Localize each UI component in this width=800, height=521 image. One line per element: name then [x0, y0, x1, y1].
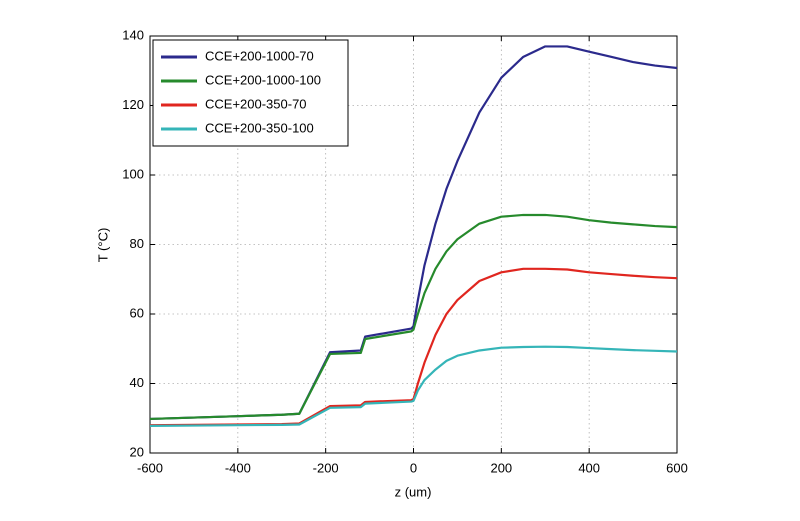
y-axis-label: T (°C) [95, 228, 110, 263]
y-tick-label: 60 [130, 305, 144, 320]
series-line [149, 213, 678, 421]
x-tick-label: -400 [225, 460, 251, 475]
y-tick-label: 40 [130, 375, 144, 390]
x-tick-label: 200 [490, 460, 512, 475]
plot-frame [149, 35, 678, 454]
y-tick-label: 100 [122, 166, 144, 181]
legend-label: CCE+200-350-70 [205, 96, 307, 111]
y-tick-label: 80 [130, 236, 144, 251]
y-tick-label: 20 [130, 444, 144, 459]
x-axis-label: z (um) [395, 484, 432, 499]
legend-label: CCE+200-1000-70 [205, 48, 314, 63]
y-tick-label: 140 [122, 27, 144, 42]
legend-label: CCE+200-1000-100 [205, 72, 321, 87]
x-tick-label: -200 [313, 460, 339, 475]
legend-label: CCE+200-350-100 [205, 120, 314, 135]
x-tick-label: 600 [666, 460, 688, 475]
series-line [149, 345, 678, 427]
x-tick-label: 0 [410, 460, 417, 475]
x-tick-label: 400 [578, 460, 600, 475]
x-tick-label: -600 [137, 460, 163, 475]
y-tick-label: 120 [122, 97, 144, 112]
